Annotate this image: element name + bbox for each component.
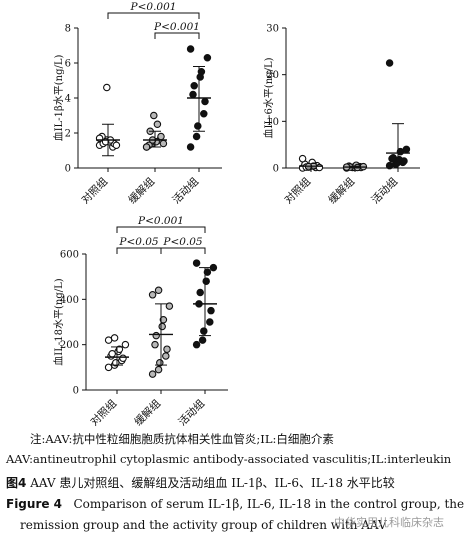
data-point bbox=[385, 161, 394, 170]
data-point bbox=[192, 259, 201, 267]
data-point bbox=[121, 340, 130, 349]
significance-label: P<0.001 bbox=[137, 215, 184, 227]
x-tick-label: 对照组 bbox=[88, 397, 120, 429]
data-point bbox=[209, 263, 218, 272]
y-tick-label: 600 bbox=[60, 250, 79, 261]
caption-title-en-line2: remission group and the activity group o… bbox=[20, 518, 387, 532]
data-point bbox=[298, 154, 307, 163]
data-point bbox=[385, 59, 394, 67]
data-point bbox=[163, 345, 171, 353]
data-point bbox=[157, 132, 165, 141]
data-point bbox=[194, 122, 202, 130]
data-point bbox=[402, 145, 411, 154]
data-point bbox=[108, 349, 116, 358]
data-point bbox=[150, 111, 158, 120]
data-point bbox=[198, 336, 207, 344]
y-tick-label: 4 bbox=[65, 94, 71, 105]
data-point bbox=[158, 322, 166, 331]
caption-title-en: Figure 4 Comparison of serum IL-1β, IL-6… bbox=[6, 497, 466, 511]
data-point bbox=[153, 120, 162, 129]
data-point bbox=[159, 315, 168, 324]
data-point bbox=[200, 327, 208, 335]
data-point bbox=[142, 143, 151, 151]
data-point bbox=[162, 352, 170, 360]
data-point bbox=[115, 345, 124, 353]
data-point bbox=[103, 83, 111, 92]
data-point bbox=[104, 363, 113, 372]
y-tick-label: 400 bbox=[60, 295, 79, 306]
data-point bbox=[152, 331, 160, 340]
y-tick-label: 200 bbox=[60, 340, 79, 351]
data-point bbox=[203, 268, 212, 276]
data-point bbox=[203, 53, 212, 62]
significance-bracket bbox=[154, 32, 200, 39]
data-point bbox=[192, 340, 201, 349]
data-point bbox=[165, 302, 174, 310]
caption-note-cn: 注:AAV:抗中性粒细胞胞质抗体相关性血管炎;IL:白细胞介素 bbox=[30, 432, 334, 446]
data-point bbox=[151, 340, 159, 349]
data-point bbox=[148, 291, 157, 299]
significance-bracket bbox=[116, 226, 206, 233]
data-point bbox=[200, 110, 208, 118]
y-axis-title: 血IL-18水平(ng/L) bbox=[52, 278, 65, 365]
y-tick-label: 0 bbox=[273, 164, 279, 175]
data-point bbox=[154, 365, 163, 374]
data-point bbox=[395, 155, 403, 164]
significance-bracket bbox=[116, 247, 162, 254]
figure-label-cn: 图4 bbox=[6, 476, 27, 490]
y-tick-label: 0 bbox=[65, 164, 71, 175]
y-tick-label: 10 bbox=[266, 117, 279, 128]
watermark-text: 中华实用儿科临床杂志 bbox=[334, 516, 444, 529]
data-point bbox=[389, 153, 397, 162]
data-point bbox=[112, 141, 121, 150]
data-point bbox=[186, 143, 195, 151]
data-point bbox=[186, 45, 195, 53]
significance-label: P<0.001 bbox=[153, 21, 200, 33]
data-point bbox=[202, 277, 210, 285]
y-axis-title: 血IL-1β水平(ng/L) bbox=[52, 55, 65, 142]
x-tick-label: 缓解组 bbox=[326, 175, 358, 207]
significance-bracket bbox=[107, 12, 200, 19]
x-tick-label: 对照组 bbox=[282, 175, 314, 207]
y-tick-label: 30 bbox=[266, 24, 279, 35]
y-tick-label: 6 bbox=[65, 59, 71, 70]
figure-title-cn: AAV 患儿对照组、缓解组及活动组血 IL-1β、IL-6、IL-18 水平比较 bbox=[30, 476, 395, 490]
significance-label: P<0.05 bbox=[118, 236, 159, 248]
y-tick-label: 8 bbox=[65, 24, 71, 35]
data-point bbox=[190, 82, 198, 90]
caption-title-cn: 图4 AAV 患儿对照组、缓解组及活动组血 IL-1β、IL-6、IL-18 水… bbox=[6, 474, 466, 491]
y-tick-label: 0 bbox=[73, 386, 79, 397]
x-tick-label: 活动组 bbox=[170, 175, 202, 207]
data-point bbox=[197, 68, 206, 76]
caption-note-en: AAV:antineutrophil cytoplasmic antibody-… bbox=[6, 452, 452, 466]
significance-label: P<0.05 bbox=[162, 236, 203, 248]
data-point bbox=[196, 288, 204, 297]
x-tick-label: 活动组 bbox=[369, 175, 401, 207]
data-point bbox=[206, 318, 214, 326]
data-point bbox=[189, 90, 197, 99]
data-point bbox=[104, 336, 113, 344]
x-tick-label: 缓解组 bbox=[132, 397, 164, 429]
significance-label: P<0.001 bbox=[130, 1, 177, 13]
y-axis-title: 血IL-6水平(ng/L) bbox=[262, 57, 275, 138]
data-point bbox=[207, 306, 215, 315]
data-point bbox=[110, 334, 119, 342]
y-tick-label: 20 bbox=[266, 70, 279, 81]
data-point bbox=[159, 139, 168, 148]
data-point bbox=[148, 370, 157, 378]
x-tick-label: 缓解组 bbox=[126, 175, 158, 207]
figure-title-en-line1: Comparison of serum IL-1β, IL-6, IL-18 i… bbox=[73, 497, 465, 511]
significance-bracket bbox=[160, 247, 206, 254]
data-point bbox=[192, 132, 201, 141]
figure-label-en: Figure 4 bbox=[6, 497, 63, 511]
data-point bbox=[119, 354, 127, 363]
y-tick-label: 2 bbox=[65, 129, 71, 140]
data-point bbox=[315, 163, 324, 172]
x-tick-label: 活动组 bbox=[176, 397, 208, 429]
data-point bbox=[201, 97, 209, 106]
x-tick-label: 对照组 bbox=[79, 175, 111, 207]
data-point bbox=[154, 286, 163, 295]
